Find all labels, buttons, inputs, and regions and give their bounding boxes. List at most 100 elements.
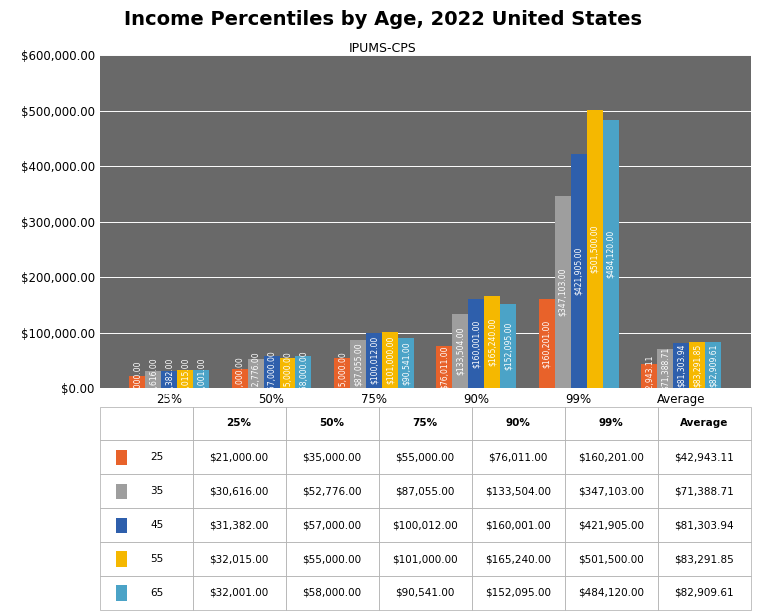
Text: 65: 65 [151, 588, 164, 598]
Text: $160,201.00: $160,201.00 [542, 320, 552, 368]
Text: $82,909.61: $82,909.61 [709, 343, 718, 387]
Text: $152,095.00: $152,095.00 [485, 588, 552, 598]
Text: Income Percentiles by Age, 2022 United States: Income Percentiles by Age, 2022 United S… [124, 10, 642, 28]
Bar [231, 368, 247, 388]
Text: $32,015.00: $32,015.00 [181, 357, 190, 401]
Text: $160,201.00: $160,201.00 [578, 452, 644, 463]
Text: $160,001.00: $160,001.00 [472, 320, 481, 368]
Text: $421,905.00: $421,905.00 [574, 247, 583, 295]
Text: $55,000.00: $55,000.00 [283, 351, 292, 395]
Text: $30,616.00: $30,616.00 [149, 358, 158, 402]
Text: $52,776.00: $52,776.00 [251, 352, 260, 395]
Text: $32,001.00: $32,001.00 [197, 357, 205, 401]
Text: $58,000.00: $58,000.00 [303, 588, 362, 598]
Bar [264, 357, 280, 388]
Text: $76,011.00: $76,011.00 [489, 452, 548, 463]
Bar [484, 296, 500, 388]
Text: $55,000.00: $55,000.00 [395, 452, 455, 463]
Text: $101,000.00: $101,000.00 [392, 554, 458, 564]
Bar [587, 110, 603, 388]
Text: 25: 25 [151, 452, 164, 463]
Text: $21,000.00: $21,000.00 [133, 360, 142, 404]
Bar [571, 154, 587, 388]
Bar [193, 370, 209, 388]
Text: $57,000.00: $57,000.00 [267, 351, 276, 394]
Bar [280, 357, 296, 388]
Text: $42,943.11: $42,943.11 [674, 452, 734, 463]
Text: $52,776.00: $52,776.00 [303, 486, 362, 496]
Text: $32,001.00: $32,001.00 [209, 588, 269, 598]
Text: $87,055.00: $87,055.00 [353, 342, 362, 386]
Text: $42,943.11: $42,943.11 [645, 354, 653, 398]
Bar [296, 356, 312, 388]
Text: $55,000.00: $55,000.00 [338, 351, 346, 395]
Text: 35: 35 [151, 486, 164, 496]
Text: $165,240.00: $165,240.00 [488, 318, 497, 367]
Text: $31,382.00: $31,382.00 [165, 358, 174, 401]
Text: $31,382.00: $31,382.00 [209, 520, 269, 530]
Text: $83,291.85: $83,291.85 [692, 343, 702, 387]
Text: 75%: 75% [413, 418, 437, 429]
Text: $83,291.85: $83,291.85 [674, 554, 734, 564]
Text: $152,095.00: $152,095.00 [504, 322, 512, 370]
Bar [382, 332, 398, 388]
Text: 99%: 99% [599, 418, 624, 429]
Bar [145, 371, 161, 388]
Text: $35,000.00: $35,000.00 [235, 357, 244, 400]
Text: $133,504.00: $133,504.00 [456, 327, 465, 375]
Text: Average: Average [680, 418, 728, 429]
Bar [247, 359, 264, 388]
Text: $165,240.00: $165,240.00 [485, 554, 552, 564]
Bar [453, 314, 468, 388]
Bar [555, 196, 571, 388]
Bar [538, 299, 555, 388]
Text: $160,001.00: $160,001.00 [486, 520, 551, 530]
Text: $133,504.00: $133,504.00 [485, 486, 552, 496]
Text: $347,103.00: $347,103.00 [558, 267, 568, 316]
Text: $100,012.00: $100,012.00 [369, 336, 378, 384]
Bar [689, 342, 705, 388]
Text: 55: 55 [151, 554, 164, 564]
Text: $484,120.00: $484,120.00 [606, 230, 615, 278]
Text: $32,015.00: $32,015.00 [209, 554, 269, 564]
Bar [500, 304, 516, 388]
Text: $58,000.00: $58,000.00 [299, 350, 308, 394]
Text: $71,388.71: $71,388.71 [674, 486, 734, 496]
Bar [177, 370, 193, 388]
Text: $90,541.00: $90,541.00 [395, 588, 455, 598]
Bar [641, 364, 657, 388]
Text: $55,000.00: $55,000.00 [303, 554, 362, 564]
Text: $21,000.00: $21,000.00 [210, 452, 269, 463]
Text: $82,909.61: $82,909.61 [674, 588, 734, 598]
Text: 25%: 25% [227, 418, 251, 429]
Bar [705, 342, 721, 388]
Text: $100,012.00: $100,012.00 [392, 520, 458, 530]
Bar [468, 299, 484, 388]
Bar [657, 349, 673, 388]
Bar [334, 357, 350, 388]
Text: 90%: 90% [506, 418, 531, 429]
Bar [398, 338, 414, 388]
Text: $81,303.94: $81,303.94 [676, 344, 686, 387]
Text: $81,303.94: $81,303.94 [674, 520, 734, 530]
Text: 50%: 50% [319, 418, 345, 429]
Text: $30,616.00: $30,616.00 [209, 486, 269, 496]
Bar [603, 120, 619, 388]
Bar [673, 343, 689, 388]
Text: $90,541.00: $90,541.00 [401, 341, 411, 385]
Text: $57,000.00: $57,000.00 [303, 520, 362, 530]
Text: $484,120.00: $484,120.00 [578, 588, 644, 598]
Text: $501,500.00: $501,500.00 [578, 554, 644, 564]
Text: $501,500.00: $501,500.00 [591, 225, 599, 274]
Text: $101,000.00: $101,000.00 [385, 336, 394, 384]
Text: $35,000.00: $35,000.00 [303, 452, 362, 463]
Bar [366, 333, 382, 388]
Text: $421,905.00: $421,905.00 [578, 520, 644, 530]
Text: $87,055.00: $87,055.00 [395, 486, 455, 496]
Bar [437, 346, 453, 388]
Text: $76,011.00: $76,011.00 [440, 345, 449, 389]
Text: $347,103.00: $347,103.00 [578, 486, 644, 496]
Bar [350, 340, 366, 388]
Text: IPUMS-CPS: IPUMS-CPS [349, 43, 417, 55]
Text: 45: 45 [151, 520, 164, 530]
